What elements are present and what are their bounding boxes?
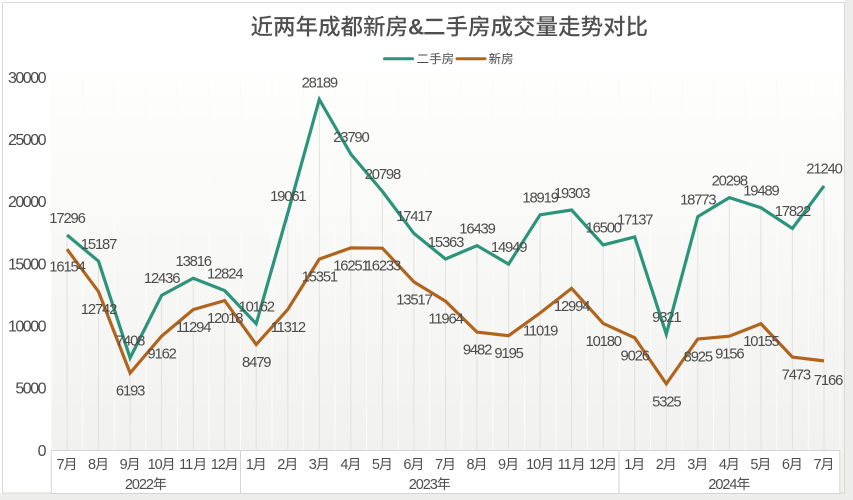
svg-text:15363: 15363 (428, 235, 464, 251)
svg-text:9156: 9156 (715, 347, 744, 363)
svg-text:10000: 10000 (8, 319, 47, 336)
svg-text:28189: 28189 (302, 75, 338, 91)
svg-text:9162: 9162 (147, 347, 176, 363)
svg-text:17137: 17137 (617, 213, 653, 229)
svg-text:6: 6 (782, 457, 790, 473)
svg-text:20798: 20798 (365, 167, 401, 183)
svg-text:11964: 11964 (428, 312, 463, 328)
svg-text:10: 10 (148, 457, 163, 473)
svg-text:20000: 20000 (8, 194, 47, 211)
svg-text:16500: 16500 (585, 221, 621, 237)
svg-text:10155: 10155 (743, 334, 779, 350)
svg-text:12: 12 (211, 457, 226, 473)
svg-text:11312: 11312 (271, 320, 306, 336)
svg-text:18773: 18773 (680, 192, 716, 208)
svg-text:15187: 15187 (81, 237, 117, 253)
svg-text:7473: 7473 (782, 368, 811, 384)
svg-text:21240: 21240 (806, 162, 842, 178)
svg-text:1: 1 (624, 457, 632, 473)
svg-text:2024: 2024 (708, 477, 737, 493)
svg-text:19061: 19061 (270, 189, 306, 205)
svg-text:10180: 10180 (585, 334, 621, 350)
svg-text:8479: 8479 (242, 355, 271, 371)
svg-text:25000: 25000 (8, 132, 47, 149)
svg-text:9: 9 (498, 457, 506, 473)
svg-text:1: 1 (246, 457, 254, 473)
svg-text:12436: 12436 (144, 271, 180, 287)
svg-text:19489: 19489 (743, 184, 779, 200)
svg-text:17822: 17822 (775, 204, 811, 220)
svg-text:23790: 23790 (333, 130, 369, 146)
svg-text:9: 9 (120, 457, 128, 473)
svg-text:4: 4 (340, 457, 348, 473)
svg-text:12742: 12742 (81, 302, 117, 318)
svg-text:15351: 15351 (302, 270, 338, 286)
svg-text:11294: 11294 (176, 320, 211, 336)
svg-text:11: 11 (558, 457, 572, 473)
svg-text:16251: 16251 (333, 258, 369, 274)
svg-text:2022: 2022 (125, 477, 154, 493)
svg-text:3: 3 (309, 457, 317, 473)
svg-text:11019: 11019 (523, 324, 558, 340)
svg-text:4: 4 (719, 457, 727, 473)
svg-text:8: 8 (88, 457, 96, 473)
svg-text:7: 7 (56, 457, 64, 473)
svg-text:17296: 17296 (49, 211, 85, 227)
svg-text:&: & (408, 15, 424, 40)
svg-text:16154: 16154 (49, 260, 85, 276)
svg-text:7: 7 (435, 457, 443, 473)
svg-text:8: 8 (467, 457, 475, 473)
svg-text:0: 0 (38, 443, 47, 460)
svg-text:14949: 14949 (491, 240, 527, 256)
svg-text:5000: 5000 (15, 381, 46, 398)
svg-text:2: 2 (277, 457, 285, 473)
svg-text:17417: 17417 (396, 209, 432, 225)
svg-text:5: 5 (750, 457, 758, 473)
svg-text:2: 2 (656, 457, 664, 473)
svg-text:18919: 18919 (522, 191, 558, 207)
svg-text:7: 7 (813, 457, 821, 473)
svg-text:5: 5 (372, 457, 380, 473)
svg-text:9482: 9482 (463, 343, 492, 359)
svg-text:3: 3 (687, 457, 695, 473)
svg-text:12994: 12994 (554, 299, 590, 315)
svg-text:19303: 19303 (554, 186, 590, 202)
svg-text:7408: 7408 (116, 334, 145, 350)
svg-text:16439: 16439 (459, 221, 495, 237)
svg-text:10: 10 (526, 457, 541, 473)
svg-text:6193: 6193 (116, 384, 145, 400)
svg-text:6: 6 (403, 457, 411, 473)
svg-text:9321: 9321 (652, 310, 681, 326)
svg-text:9195: 9195 (494, 346, 523, 362)
svg-text:15000: 15000 (8, 256, 47, 273)
svg-text:20298: 20298 (712, 173, 748, 189)
svg-text:13816: 13816 (175, 254, 211, 270)
svg-text:10162: 10162 (238, 300, 274, 316)
svg-text:12: 12 (589, 457, 604, 473)
svg-text:7166: 7166 (814, 373, 843, 389)
svg-text:12824: 12824 (207, 266, 243, 282)
svg-text:30000: 30000 (8, 70, 47, 87)
svg-text:2023: 2023 (409, 477, 438, 493)
svg-text:5325: 5325 (652, 394, 681, 410)
svg-text:9026: 9026 (621, 348, 650, 364)
svg-text:11: 11 (179, 457, 193, 473)
svg-text:12018: 12018 (207, 311, 243, 327)
svg-text:13517: 13517 (396, 292, 432, 308)
svg-text:8925: 8925 (684, 350, 713, 366)
svg-text:16233: 16233 (365, 259, 401, 275)
